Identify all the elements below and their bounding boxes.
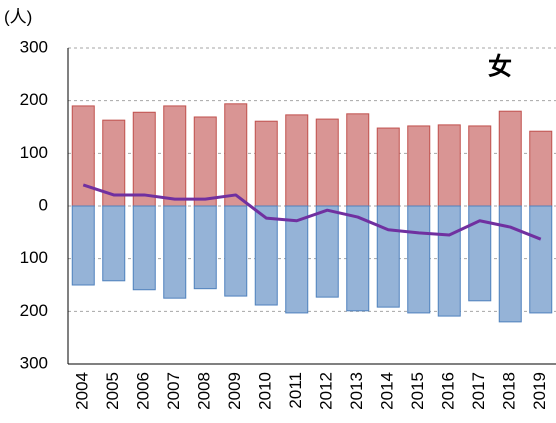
net-line [82, 183, 542, 241]
bar [224, 103, 248, 207]
bar [163, 205, 187, 299]
bar [529, 130, 553, 207]
x-tick-label: 2019 [530, 372, 549, 410]
x-tick-label: 2004 [73, 372, 92, 410]
bar [346, 205, 370, 312]
x-tick-label: 2009 [225, 372, 244, 410]
bar [407, 125, 431, 207]
x-tick-label: 2013 [347, 372, 366, 410]
x-tick-label: 2005 [103, 372, 122, 410]
bar [437, 124, 461, 207]
bar [254, 120, 278, 207]
x-tick-label: 2016 [439, 372, 458, 410]
bar [315, 118, 339, 207]
y-tick-label: 0 [39, 195, 48, 214]
bar [193, 205, 217, 290]
bar [285, 205, 309, 314]
bar [498, 205, 522, 323]
bar [102, 205, 126, 282]
bar [132, 111, 156, 207]
y-tick-label: 300 [20, 37, 48, 56]
x-tick-label: 2012 [317, 372, 336, 410]
bar [468, 125, 492, 207]
bar [132, 205, 156, 291]
x-tick-label: 2018 [500, 372, 519, 410]
bar [376, 205, 400, 308]
y-unit: (人) [4, 7, 32, 26]
bar [193, 116, 217, 207]
x-tick-label: 2015 [408, 372, 427, 410]
bar [407, 205, 431, 314]
x-tick-label: 2014 [378, 372, 397, 410]
bar [224, 205, 248, 297]
bar [498, 110, 522, 207]
x-tick-label: 2011 [286, 372, 305, 409]
bar [71, 105, 95, 207]
bar [529, 205, 553, 314]
bar [346, 113, 370, 207]
x-tick-label: 2017 [469, 372, 488, 410]
annotation: 女 [488, 52, 512, 80]
bar [285, 114, 309, 207]
bar [468, 205, 492, 302]
x-tick-label: 2007 [164, 372, 183, 410]
x-tick-label: 2006 [134, 372, 153, 410]
y-tick-label: 200 [20, 90, 48, 109]
bar [315, 205, 339, 298]
y-tick-label: 100 [20, 143, 48, 162]
y-tick-label: 200 [20, 301, 48, 320]
x-tick-label: 2010 [256, 372, 275, 410]
x-tick-label: 2008 [195, 372, 214, 410]
bar [254, 205, 278, 306]
y-tick-label: 100 [20, 248, 48, 267]
y-tick-label: 300 [20, 353, 48, 372]
bar [71, 205, 95, 286]
bar [376, 127, 400, 207]
bar [437, 205, 461, 317]
bar [163, 105, 187, 207]
